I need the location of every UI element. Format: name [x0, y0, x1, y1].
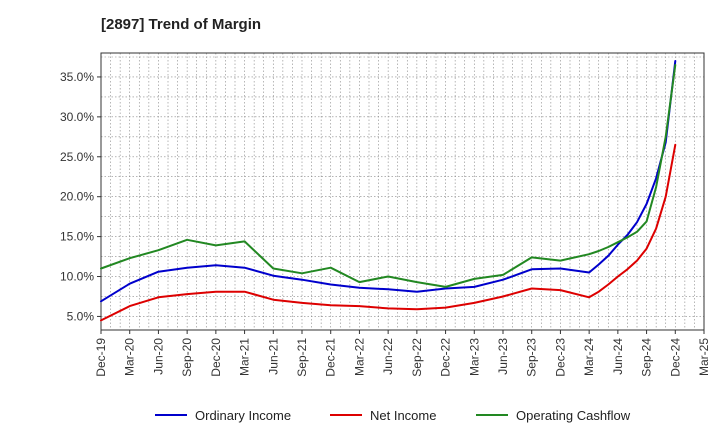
x-tick-label: Sep-23 — [525, 338, 539, 377]
x-axis: Dec-19 Mar-20 Jun-20 Sep-20 Dec-20 Mar-21 Jun-… — [94, 330, 711, 377]
y-tick-label: 35.0% — [60, 70, 94, 84]
x-tick-label: Mar-22 — [352, 338, 366, 376]
x-tick-label: Mar-20 — [123, 338, 137, 376]
y-tick-label: 30.0% — [60, 110, 94, 124]
y-tick-label: 10.0% — [60, 270, 94, 284]
x-tick-label: Jun-20 — [151, 338, 165, 375]
x-tick-label: Jun-23 — [496, 338, 510, 375]
x-tick-label: Dec-20 — [209, 338, 223, 377]
series-line-net-income — [100, 143, 677, 322]
legend-label-operating-cashflow: Operating Cashflow — [516, 408, 631, 423]
x-tick-label: Sep-21 — [295, 338, 309, 377]
x-tick-label: Mar-24 — [582, 338, 596, 376]
series-lines — [100, 60, 677, 322]
legend-label-ordinary-income: Ordinary Income — [195, 408, 291, 423]
x-tick-label: Mar-21 — [238, 338, 252, 376]
y-axis: 5.0% 10.0% 15.0% 20.0% 25.0% 30.0% 35.0% — [60, 70, 101, 323]
x-tick-label: Dec-23 — [553, 338, 567, 377]
x-tick-label: Jun-22 — [381, 338, 395, 375]
x-tick-label: Dec-22 — [439, 338, 453, 377]
x-tick-label: Dec-21 — [324, 338, 338, 377]
x-tick-label: Sep-24 — [640, 338, 654, 377]
grid-lines — [101, 53, 704, 330]
y-tick-label: 15.0% — [60, 230, 94, 244]
x-tick-label: Mar-23 — [467, 338, 481, 376]
series-line-ordinary-income — [100, 60, 677, 303]
x-tick-label: Mar-25 — [697, 338, 711, 376]
x-tick-label: Sep-20 — [180, 338, 194, 377]
chart-title: [2897] Trend of Margin — [101, 16, 262, 33]
legend-label-net-income: Net Income — [370, 408, 436, 423]
y-tick-label: 5.0% — [67, 309, 95, 323]
x-tick-label: Dec-19 — [94, 338, 108, 377]
y-tick-label: 25.0% — [60, 150, 94, 164]
x-tick-label: Dec-24 — [668, 338, 682, 377]
legend: Ordinary Income Net Income Operating Cashf… — [155, 408, 631, 423]
x-tick-label: Jun-21 — [266, 338, 280, 375]
plot-frame — [100, 52, 705, 331]
x-tick-label: Jun-24 — [611, 338, 625, 375]
y-tick-label: 20.0% — [60, 190, 94, 204]
series-line-operating-cashflow — [100, 64, 677, 288]
x-tick-label: Sep-22 — [410, 338, 424, 377]
